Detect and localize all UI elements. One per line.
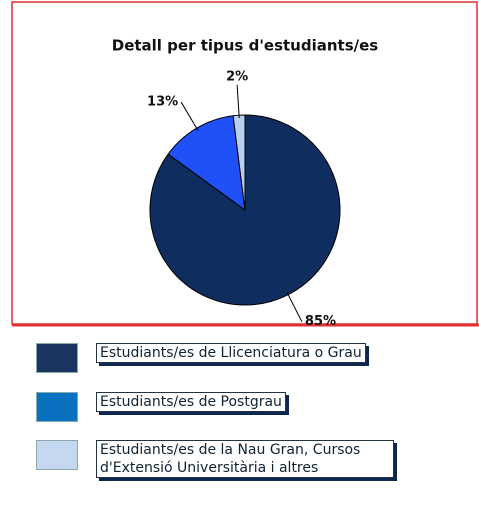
legend-swatch <box>36 343 78 373</box>
legend-label: Estudiants/es de Postgrau <box>96 392 286 412</box>
legend-item: Estudiants/es de la Nau Gran, Cursos d'E… <box>36 440 394 478</box>
chart-title: Detall per tipus d'estudiants/es <box>112 37 379 55</box>
legend-label: Estudiants/es de Llicenciatura o Grau <box>96 343 366 363</box>
legend-item: Estudiants/es de Postgrau <box>36 392 286 422</box>
legend-swatch <box>36 440 78 470</box>
legend-swatch <box>36 392 78 422</box>
data-label: 85% <box>305 314 336 329</box>
data-label: 13% <box>147 95 178 110</box>
legend-item: Estudiants/es de Llicenciatura o Grau <box>36 343 366 373</box>
chart: Detall per tipus d'estudiants/es 85% 13% 2… <box>11 1 479 329</box>
leader-line <box>236 84 240 119</box>
legend-label: Estudiants/es de la Nau Gran, Cursos d'E… <box>96 440 394 478</box>
leader-line <box>180 101 199 131</box>
data-label: 2% <box>226 69 248 84</box>
leader-line <box>286 291 303 322</box>
